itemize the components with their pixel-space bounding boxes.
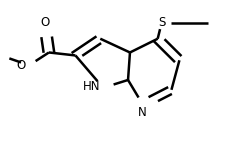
Text: N: N (138, 106, 147, 119)
Text: S: S (158, 16, 165, 29)
Text: HN: HN (83, 80, 101, 93)
Text: O: O (16, 59, 26, 72)
Text: O: O (40, 16, 49, 29)
